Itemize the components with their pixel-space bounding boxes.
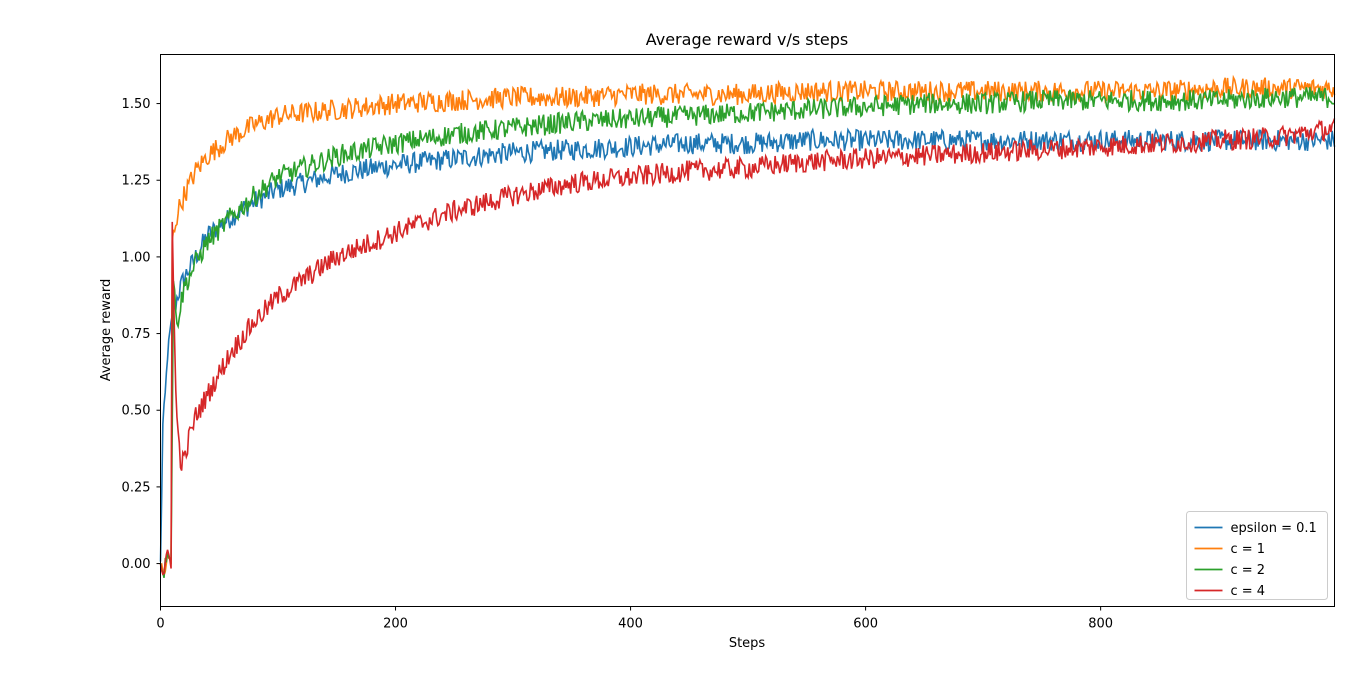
y-tick-label: 1.50 — [122, 97, 151, 112]
x-tick-label: 200 — [383, 617, 408, 632]
series-line-1 — [159, 127, 1336, 562]
series-line-3 — [159, 87, 1335, 578]
legend-label-1: epsilon = 0.1 — [1231, 521, 1317, 536]
y-tick-label: 1.00 — [122, 250, 151, 265]
legend-label-2: c = 1 — [1231, 542, 1266, 557]
y-axis: 0.00 0.25 0.50 0.75 1.00 1.25 1.50 — [122, 97, 161, 572]
x-tick-label: 600 — [853, 617, 878, 632]
x-tick-label: 0 — [156, 617, 164, 632]
legend: epsilon = 0.1 c = 1 c = 2 c = 4 — [1186, 511, 1328, 600]
plot-area — [159, 74, 1336, 578]
chart-title: Average reward v/s steps — [646, 30, 849, 49]
series-line-2 — [159, 74, 1336, 578]
legend-label-4: c = 4 — [1231, 584, 1266, 599]
x-tick-label: 800 — [1088, 617, 1113, 632]
x-axis: 0 200 400 600 800 — [156, 606, 1113, 632]
x-axis-label: Steps — [729, 636, 766, 651]
y-tick-label: 0.25 — [122, 480, 151, 495]
legend-box — [1186, 511, 1328, 600]
y-tick-label: 0.50 — [122, 404, 151, 419]
y-axis-label: Average reward — [99, 279, 114, 382]
x-tick-label: 400 — [618, 617, 643, 632]
y-tick-label: 0.75 — [122, 327, 151, 342]
y-tick-label: 0.00 — [122, 557, 151, 572]
series-line-4 — [159, 118, 1336, 576]
legend-label-3: c = 2 — [1231, 563, 1266, 578]
plot-frame — [160, 54, 1335, 607]
y-tick-label: 1.25 — [122, 174, 151, 189]
